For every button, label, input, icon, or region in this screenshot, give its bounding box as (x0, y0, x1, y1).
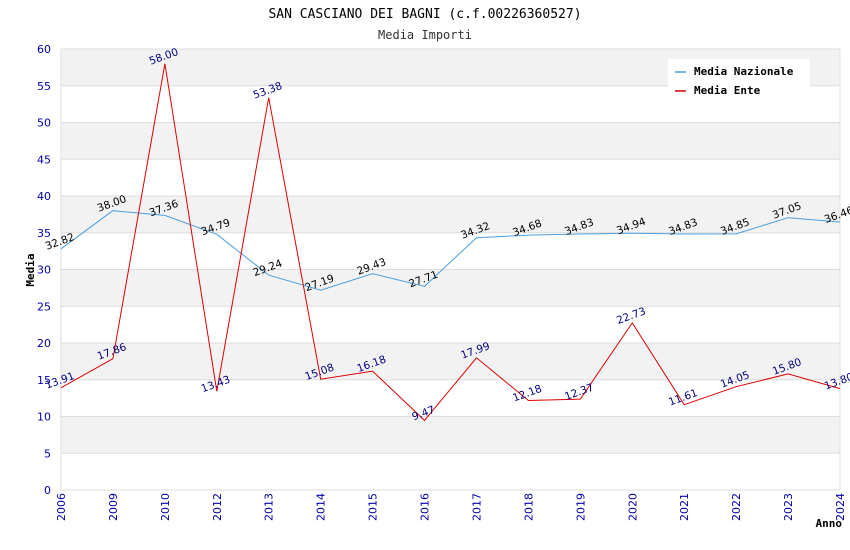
x-tick-label: 2017 (470, 493, 483, 521)
y-tick-label: 50 (37, 117, 51, 130)
x-tick-label: 2014 (315, 493, 328, 521)
x-tick-label: 2012 (211, 493, 224, 521)
x-tick-label: 2020 (626, 493, 639, 521)
y-tick-label: 15 (37, 374, 51, 387)
legend-label-media-nazionale: Media Nazionale (694, 65, 794, 78)
x-tick-label: 2024 (834, 493, 847, 521)
grid-band (61, 269, 840, 307)
x-axis-ticks: 2006 2009 2010 2012 2013 2014 2015 2016 2017 2018… (55, 493, 847, 521)
grid-band (61, 416, 840, 454)
x-tick-label: 2016 (419, 493, 432, 521)
series-line-media-ente (60, 63, 841, 422)
y-tick-label: 0 (44, 484, 51, 497)
x-axis-label: Anno (816, 517, 843, 530)
y-axis-ticks: 0 5 10 15 20 25 30 35 40 45 50 55 60 (37, 43, 51, 497)
legend-label-media-ente: Media Ente (694, 84, 761, 97)
x-tick-label: 2015 (367, 493, 380, 521)
legend: Media Nazionale Media Ente (668, 59, 810, 101)
y-tick-label: 30 (37, 264, 51, 277)
x-tick-label: 2018 (522, 493, 535, 521)
y-axis-label: Media (24, 253, 37, 286)
legend-box (668, 59, 810, 101)
y-tick-label: 55 (37, 80, 51, 93)
chart-subtitle: Media Importi (378, 28, 472, 42)
x-tick-label: 2006 (55, 493, 68, 521)
chart-title: SAN CASCIANO DEI BAGNI (c.f.00226360527) (268, 7, 581, 22)
series-lines (60, 63, 841, 422)
y-tick-label: 45 (37, 153, 51, 166)
x-tick-label: 2019 (574, 493, 587, 521)
y-tick-label: 35 (37, 227, 51, 240)
y-tick-label: 40 (37, 190, 51, 203)
grid-band (61, 122, 840, 160)
x-tick-label: 2023 (782, 493, 795, 521)
y-tick-label: 60 (37, 43, 51, 56)
x-tick-label: 2021 (678, 493, 691, 521)
grid-band (61, 343, 840, 380)
y-tick-label: 10 (37, 411, 51, 424)
y-tick-label: 25 (37, 300, 51, 313)
y-tick-label: 20 (37, 337, 51, 350)
y-tick-label: 5 (44, 447, 51, 460)
gridlines (60, 48, 841, 491)
x-tick-label: 2013 (263, 493, 276, 521)
x-tick-label: 2009 (107, 493, 120, 521)
x-tick-label: 2010 (159, 493, 172, 521)
x-tick-label: 2022 (730, 493, 743, 521)
